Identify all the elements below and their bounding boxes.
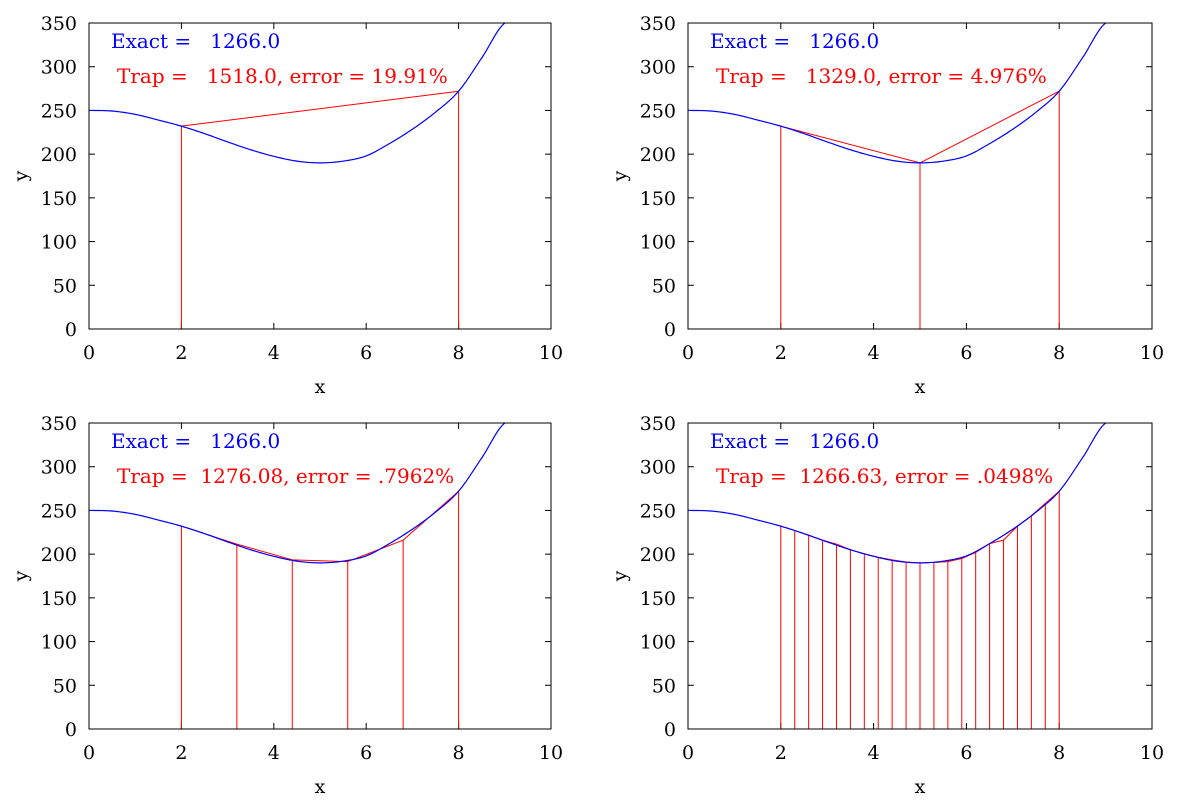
y-tick-label: 300 bbox=[640, 57, 676, 79]
y-tick-label: 50 bbox=[652, 275, 676, 297]
y-tick-label: 250 bbox=[640, 100, 676, 122]
function-curve bbox=[688, 423, 1106, 564]
x-tick-label: 0 bbox=[682, 342, 694, 364]
plot-frame bbox=[687, 422, 1153, 730]
x-tick-label: 8 bbox=[1053, 342, 1065, 364]
x-axis-label: x bbox=[915, 776, 926, 798]
y-tick-label: 350 bbox=[640, 413, 676, 435]
y-tick-label: 0 bbox=[65, 719, 77, 741]
y-tick-label: 100 bbox=[41, 632, 77, 654]
exact-label: Exact = 1266.0 bbox=[111, 429, 280, 453]
y-axis-label: y bbox=[10, 170, 32, 182]
x-axis-label: x bbox=[915, 376, 926, 398]
y-axis-label: y bbox=[609, 170, 631, 182]
trap-label: Trap = 1329.0, error = 4.976% bbox=[716, 64, 1047, 88]
function-curve bbox=[89, 423, 506, 564]
trapezoid-top bbox=[780, 125, 921, 164]
trap-label: Trap = 1276.08, error = .7962% bbox=[117, 464, 454, 488]
trapezoid-top bbox=[947, 558, 962, 563]
x-tick-label: 0 bbox=[682, 742, 694, 764]
x-tick-label: 4 bbox=[268, 742, 280, 764]
x-tick-label: 4 bbox=[868, 342, 880, 364]
y-tick-label: 250 bbox=[41, 500, 77, 522]
trap-label: Trap = 1518.0, error = 19.91% bbox=[117, 64, 448, 88]
trapezoid-top bbox=[989, 539, 1004, 545]
y-tick-label: 50 bbox=[53, 275, 77, 297]
x-tick-label: 6 bbox=[360, 742, 372, 764]
function-curve bbox=[89, 23, 506, 164]
y-tick-label: 50 bbox=[53, 675, 77, 697]
plot-frame bbox=[88, 422, 552, 730]
trapezoid-top bbox=[919, 90, 1060, 164]
exact-label: Exact = 1266.0 bbox=[710, 429, 879, 453]
x-tick-label: 2 bbox=[775, 342, 787, 364]
exact-label: Exact = 1266.0 bbox=[111, 29, 280, 53]
y-tick-label: 0 bbox=[664, 719, 676, 741]
x-tick-label: 10 bbox=[1140, 742, 1164, 764]
x-tick-label: 2 bbox=[175, 342, 187, 364]
x-tick-label: 8 bbox=[453, 342, 465, 364]
y-tick-label: 200 bbox=[640, 144, 676, 166]
y-tick-label: 200 bbox=[41, 544, 77, 566]
x-tick-label: 8 bbox=[1053, 742, 1065, 764]
x-tick-label: 6 bbox=[360, 342, 372, 364]
y-tick-label: 350 bbox=[640, 13, 676, 35]
y-tick-label: 150 bbox=[640, 588, 676, 610]
y-tick-label: 100 bbox=[640, 632, 676, 654]
x-tick-label: 6 bbox=[960, 742, 972, 764]
y-tick-label: 200 bbox=[640, 544, 676, 566]
y-tick-label: 150 bbox=[640, 188, 676, 210]
x-tick-label: 10 bbox=[539, 742, 563, 764]
y-tick-label: 0 bbox=[65, 319, 77, 341]
y-axis-label: y bbox=[609, 570, 631, 582]
x-axis-label: x bbox=[315, 776, 326, 798]
y-tick-label: 300 bbox=[41, 57, 77, 79]
trapezoid-top bbox=[1003, 525, 1018, 541]
y-tick-label: 0 bbox=[664, 319, 676, 341]
y-tick-label: 150 bbox=[41, 588, 77, 610]
x-tick-label: 2 bbox=[775, 742, 787, 764]
plot-frame bbox=[88, 22, 552, 330]
y-axis-label: y bbox=[10, 570, 32, 582]
trap-label: Trap = 1266.63, error = .0498% bbox=[716, 464, 1053, 488]
y-tick-label: 350 bbox=[41, 413, 77, 435]
y-tick-label: 350 bbox=[41, 13, 77, 35]
x-tick-label: 6 bbox=[960, 342, 972, 364]
x-tick-label: 0 bbox=[83, 742, 95, 764]
y-tick-label: 300 bbox=[41, 457, 77, 479]
x-tick-label: 8 bbox=[453, 742, 465, 764]
plot-frame bbox=[687, 22, 1153, 330]
function-curve bbox=[688, 23, 1106, 164]
y-tick-label: 250 bbox=[41, 100, 77, 122]
x-tick-label: 10 bbox=[539, 342, 563, 364]
x-tick-label: 2 bbox=[175, 742, 187, 764]
x-tick-label: 10 bbox=[1140, 342, 1164, 364]
x-tick-label: 0 bbox=[83, 342, 95, 364]
x-axis-label: x bbox=[315, 376, 326, 398]
y-tick-label: 250 bbox=[640, 500, 676, 522]
y-tick-label: 50 bbox=[652, 675, 676, 697]
y-tick-label: 200 bbox=[41, 144, 77, 166]
x-tick-label: 4 bbox=[868, 742, 880, 764]
x-tick-label: 4 bbox=[268, 342, 280, 364]
trapezoid-top bbox=[236, 543, 293, 561]
y-tick-label: 300 bbox=[640, 457, 676, 479]
trapezoid-top bbox=[347, 539, 404, 563]
y-tick-label: 100 bbox=[41, 232, 77, 254]
y-tick-label: 150 bbox=[41, 188, 77, 210]
exact-label: Exact = 1266.0 bbox=[710, 29, 879, 53]
y-tick-label: 100 bbox=[640, 232, 676, 254]
trapezoid-top bbox=[181, 90, 459, 127]
